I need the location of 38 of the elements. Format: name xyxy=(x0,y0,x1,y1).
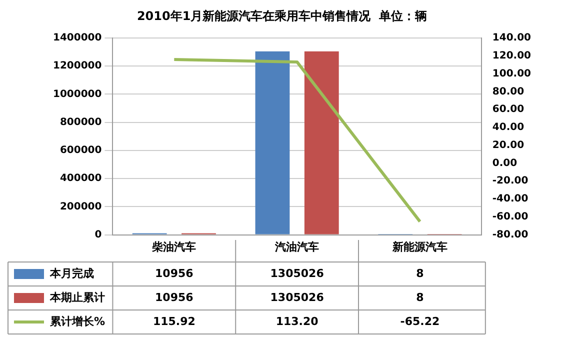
data-label: 115.92 xyxy=(152,314,196,328)
y2-tick-label: 100.00 xyxy=(492,68,532,80)
y2-tick-label: 140.00 xyxy=(492,32,532,44)
data-label: 113.20 xyxy=(276,314,319,328)
bar xyxy=(304,51,339,234)
y2-tick-label: -80.00 xyxy=(492,229,528,240)
y2-tick-label: -20.00 xyxy=(492,176,528,187)
y-tick-label: 200000 xyxy=(60,201,102,212)
y2-tick-label: 60.00 xyxy=(492,104,524,116)
y2-tick-label: 20.00 xyxy=(492,140,524,151)
y2-tick-label: 0.00 xyxy=(492,158,518,169)
y-tick-label: 400000 xyxy=(60,173,102,184)
data-label: 1305026 xyxy=(270,290,324,304)
data-label: 8 xyxy=(416,290,424,304)
legend-label: 本月完成 xyxy=(49,266,94,280)
bar xyxy=(255,51,290,234)
y2-tick-label: 40.00 xyxy=(492,122,524,134)
x-tick-label: 新能源汽车 xyxy=(391,240,448,254)
data-label: -65.22 xyxy=(400,314,440,328)
y2-tick-label: 80.00 xyxy=(492,86,524,98)
data-label: 1305026 xyxy=(270,266,324,280)
y-tick-label: 600000 xyxy=(60,145,102,156)
chart-title: 2010年1月新能源汽车在乘用车中销售情况 单位：辆 xyxy=(136,8,428,25)
legend-label: 累计增长% xyxy=(49,314,106,328)
y2-tick-label: 120.00 xyxy=(492,50,532,62)
x-tick-label: 汽油汽车 xyxy=(274,240,320,254)
y-tick-label: 0 xyxy=(94,229,102,240)
legend-label: 本期止累计 xyxy=(49,290,105,304)
data-label: 8 xyxy=(416,266,424,280)
data-label: 10956 xyxy=(155,290,194,304)
y-tick-label: 1400000 xyxy=(52,32,102,44)
data-label: 10956 xyxy=(155,266,194,280)
y2-tick-label: -40.00 xyxy=(492,194,528,205)
y-tick-label: 800000 xyxy=(60,116,102,128)
y-tick-label: 1200000 xyxy=(52,60,102,72)
y-tick-label: 1000000 xyxy=(52,88,102,100)
y2-tick-label: -60.00 xyxy=(492,212,528,223)
x-tick-label: 柴油汽车 xyxy=(151,240,196,254)
